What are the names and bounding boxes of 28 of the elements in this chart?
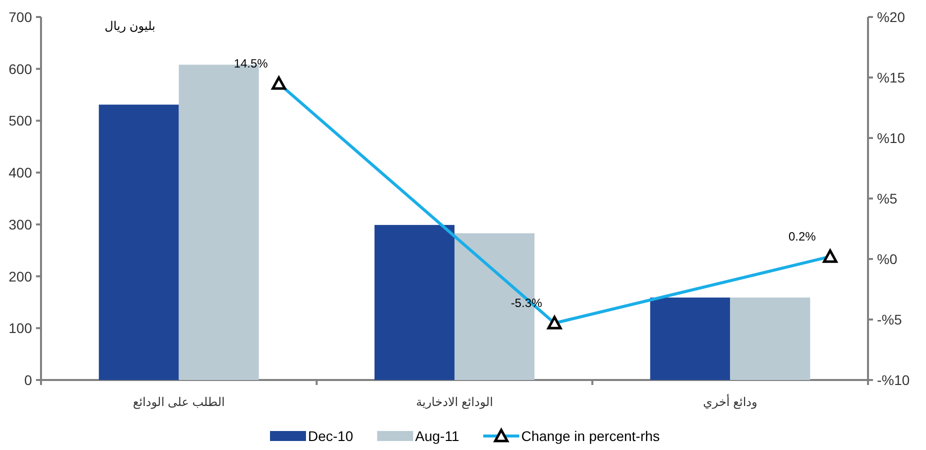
legend-label: Change in percent-rhs <box>521 428 660 444</box>
y-tick-label: 300 <box>8 216 32 232</box>
bar <box>650 298 730 380</box>
y2-tick-label: %15 <box>877 70 906 86</box>
data-label: 0.2% <box>788 230 816 244</box>
y2-tick-label: %5 <box>877 190 898 206</box>
y-tick-label: 200 <box>8 268 32 284</box>
y2-tick-label: %10 <box>877 130 906 146</box>
bar <box>730 298 810 380</box>
data-label: 14.5% <box>234 56 268 71</box>
y2-tick-label: %0 <box>877 251 898 267</box>
legend-label: Dec-10 <box>308 428 354 444</box>
x-tick-label: الطلب على الودائع <box>132 395 225 409</box>
y-tick-label: 700 <box>8 9 32 25</box>
bar <box>98 104 179 380</box>
y2-tick-label: %20 <box>877 9 906 25</box>
y-tick-label: 400 <box>8 164 32 181</box>
y2-tick-label: -%5 <box>877 312 902 328</box>
y-tick-label: 100 <box>8 320 32 336</box>
y-axis-title: بليون ريال <box>104 19 156 33</box>
legend-label: Aug-11 <box>415 428 460 444</box>
y-tick-label: 600 <box>8 60 32 77</box>
bar <box>374 224 454 380</box>
y2-tick-label: -%10 <box>877 372 910 388</box>
x-tick-label: الودائع الادخارية <box>416 395 494 409</box>
y-tick-label: 500 <box>8 112 32 129</box>
x-tick-label: ودائع أخري <box>703 394 758 409</box>
y-tick-label: 0 <box>24 372 32 388</box>
